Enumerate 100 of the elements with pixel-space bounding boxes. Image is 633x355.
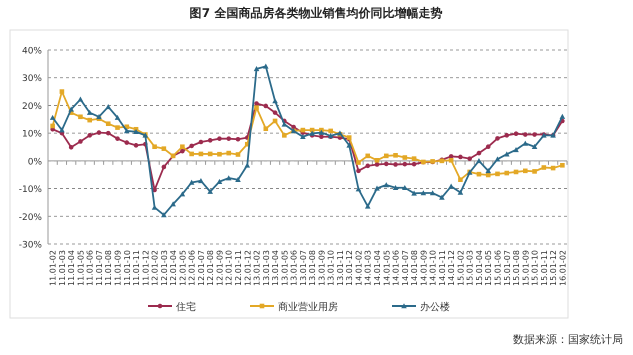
point — [188, 180, 194, 185]
point — [383, 182, 390, 188]
x-tick-label: 13.01-10 — [326, 250, 336, 286]
x-tick-label: 11.01-06 — [86, 250, 95, 286]
x-tick-label: 11.01-05 — [76, 250, 86, 286]
x-tick-label: 14.01-12 — [447, 250, 456, 286]
x-tick-label: 15.01-03 — [466, 250, 475, 286]
legend-label: 住宅 — [176, 301, 196, 313]
y-tick-label: 30% — [22, 74, 42, 84]
point — [96, 130, 102, 135]
point — [86, 110, 93, 115]
point — [180, 144, 185, 150]
point — [486, 172, 491, 178]
point — [514, 131, 518, 136]
point — [476, 158, 482, 164]
point — [448, 158, 454, 163]
point — [560, 114, 566, 119]
point — [476, 172, 482, 176]
point — [392, 184, 398, 190]
point — [226, 136, 232, 141]
point — [226, 150, 232, 156]
x-tick-label: 11.01-04 — [67, 250, 76, 286]
point — [532, 169, 537, 174]
point — [133, 128, 139, 134]
point — [216, 178, 222, 184]
x-tick-label: 12.01-05 — [178, 250, 188, 286]
x-tick-label: 13.01-06 — [290, 250, 299, 286]
point — [198, 152, 204, 156]
point — [50, 124, 55, 128]
y-tick-label: 10% — [22, 130, 42, 140]
point — [374, 158, 380, 163]
point — [198, 140, 204, 144]
x-tick-label: 12.01-09 — [215, 250, 224, 286]
point — [485, 168, 492, 174]
point — [180, 148, 185, 154]
legend-label: 办公楼 — [420, 301, 450, 313]
point — [309, 130, 315, 136]
point — [319, 134, 324, 140]
x-tick-label: 14.01-11 — [438, 250, 447, 286]
x-tick-label: 12.01-11 — [234, 250, 243, 286]
point — [272, 98, 278, 104]
point — [458, 190, 464, 195]
point — [374, 162, 380, 167]
point — [448, 184, 454, 189]
x-tick-label: 12.01-08 — [206, 250, 216, 286]
x-tick-label: 11.01-07 — [94, 250, 104, 286]
point — [560, 162, 565, 168]
point — [364, 204, 371, 209]
point — [180, 191, 186, 196]
point — [467, 156, 472, 161]
x-tick-label: 12.01-06 — [188, 250, 197, 286]
x-tick-label: 12.01-07 — [196, 250, 206, 286]
x-tick-label: 12.01-04 — [169, 250, 178, 286]
point — [254, 66, 260, 72]
x-tick-label: 15.01-02 — [456, 250, 466, 286]
point — [458, 177, 463, 182]
point — [439, 194, 445, 200]
x-tick-label: 15.01-12 — [549, 250, 558, 286]
point — [504, 170, 510, 176]
point — [198, 178, 204, 184]
point — [393, 153, 398, 158]
point — [161, 212, 167, 218]
point — [384, 162, 389, 166]
point — [60, 89, 64, 94]
x-tick-label: 15.01-08 — [512, 250, 522, 286]
x-tick-label: 14.01-07 — [400, 250, 410, 286]
x-tick-label: 14.01-10 — [428, 250, 438, 286]
x-tick-label: 15.01-05 — [484, 250, 494, 286]
x-tick-label: 16.01-02 — [558, 250, 568, 286]
x-tick-label: 13.01-02 — [252, 250, 262, 286]
point — [402, 162, 408, 166]
y-tick-label: -20% — [18, 212, 42, 223]
point — [236, 152, 240, 157]
x-tick-label: 15.01-11 — [540, 250, 549, 286]
point — [495, 172, 500, 176]
x-tick-label: 15.01-06 — [493, 250, 502, 286]
x-tick-label: 14.01-03 — [364, 250, 373, 286]
point — [486, 144, 491, 150]
point — [300, 134, 306, 140]
x-tick-label: 13.01-12 — [345, 250, 354, 286]
point — [235, 176, 241, 182]
x-tick-label: 11.01-08 — [104, 250, 114, 286]
point — [217, 136, 222, 141]
point — [170, 201, 176, 206]
x-tick-label: 13.01-03 — [262, 250, 271, 286]
x-tick-label: 14.01-09 — [419, 250, 428, 286]
point — [78, 139, 83, 144]
point — [272, 118, 278, 124]
x-tick-label: 13.01-05 — [280, 250, 290, 286]
point — [208, 152, 212, 156]
x-tick-label: 14.01-04 — [373, 250, 382, 286]
point — [532, 132, 537, 137]
point — [106, 121, 111, 126]
x-tick-label: 14.01-02 — [354, 250, 364, 286]
x-tick-label: 12.01-10 — [224, 250, 234, 286]
point — [504, 133, 510, 138]
point — [162, 146, 166, 151]
point — [68, 144, 74, 150]
point — [522, 132, 528, 137]
point — [254, 101, 259, 106]
